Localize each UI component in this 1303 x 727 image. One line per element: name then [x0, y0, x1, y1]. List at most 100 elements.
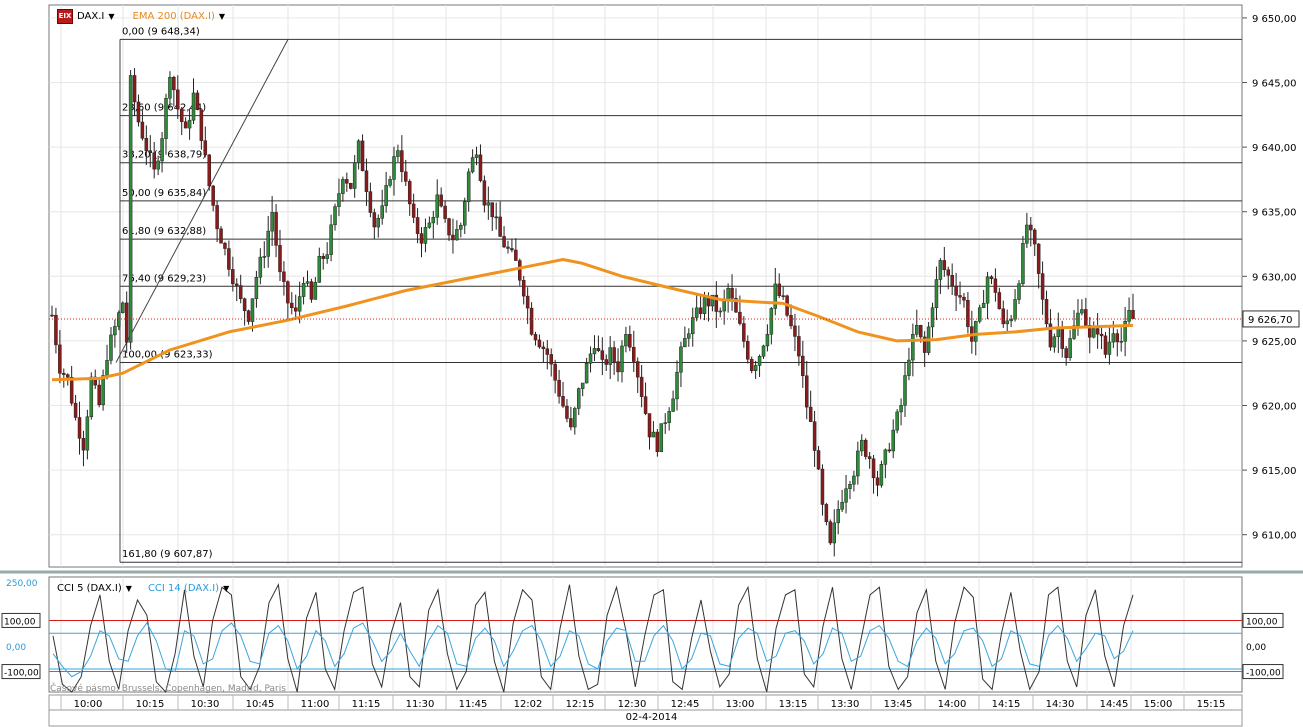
- candle-down: [561, 396, 565, 407]
- cci14-dropdown-icon[interactable]: ▼: [223, 584, 230, 593]
- candle-up: [675, 371, 679, 400]
- x-tick-label: 15:00: [1144, 699, 1173, 710]
- candle-down: [529, 307, 534, 335]
- cci-right-tick-label: 0,00: [1246, 643, 1266, 653]
- candle-up: [679, 346, 683, 373]
- x-tick-label: 15:15: [1197, 699, 1226, 710]
- candle-up: [376, 218, 381, 228]
- candle-down: [871, 458, 876, 479]
- candle-down: [136, 101, 141, 123]
- candle-down: [863, 439, 868, 457]
- candle-up: [608, 347, 612, 365]
- cci5-dropdown-icon[interactable]: ▼: [125, 584, 132, 593]
- candle-up: [592, 348, 597, 355]
- candle-up: [101, 375, 105, 406]
- candle-up: [191, 92, 196, 121]
- candle-down: [808, 406, 813, 422]
- candle-down: [1001, 308, 1006, 325]
- candle-down: [132, 75, 137, 103]
- candle-down: [73, 402, 78, 418]
- candle-up: [667, 411, 671, 423]
- last-price-label: 9 626,70: [1248, 315, 1293, 326]
- x-tick-label: 12:02: [514, 699, 543, 710]
- candle-up: [659, 423, 664, 452]
- candle-up: [1127, 310, 1131, 322]
- candle-down: [215, 205, 219, 230]
- candle-down: [887, 449, 892, 452]
- candle-down: [922, 336, 927, 353]
- candle-up: [431, 217, 436, 224]
- candle-down: [439, 194, 443, 207]
- cci-right-tick-box: [1242, 612, 1284, 628]
- y-tick-label: 9 620,00: [1252, 402, 1297, 413]
- candle-up: [624, 334, 628, 347]
- x-tick-label: 14:15: [992, 699, 1021, 710]
- candle-down: [50, 314, 54, 317]
- candle-down: [290, 302, 294, 309]
- candle-up: [109, 334, 113, 361]
- candle-down: [557, 379, 561, 397]
- candle-up: [392, 156, 396, 180]
- instrument-selector[interactable]: DAX.I: [77, 11, 105, 22]
- candle-up: [1107, 341, 1112, 355]
- candle-up: [341, 179, 345, 194]
- candle-down: [997, 292, 1002, 310]
- candle-down: [152, 152, 156, 170]
- candle-down: [793, 325, 797, 337]
- y-tick-label: 9 625,00: [1252, 337, 1297, 348]
- candle-down: [195, 92, 200, 110]
- candle-up: [168, 76, 172, 99]
- candle-up: [486, 202, 491, 206]
- x-tick-label: 11:00: [301, 699, 330, 710]
- candle-down: [227, 248, 231, 270]
- candle-down: [1103, 335, 1108, 355]
- last-price-box: [1242, 310, 1300, 328]
- candle-down: [415, 217, 420, 234]
- candle-down: [62, 373, 66, 375]
- candle-down: [372, 212, 377, 228]
- candle-up: [423, 227, 428, 244]
- instrument-dropdown-icon[interactable]: ▼: [108, 12, 115, 21]
- y-tick-label: 9 640,00: [1252, 143, 1297, 154]
- candle-up: [765, 334, 770, 347]
- candle-down: [801, 355, 805, 377]
- candle-up: [435, 194, 439, 218]
- candle-down: [993, 278, 998, 293]
- candle-up: [1123, 320, 1127, 342]
- candle-up: [1021, 243, 1025, 284]
- x-tick-label: 12:30: [618, 699, 647, 710]
- candle-up: [1119, 341, 1123, 343]
- candle-down: [545, 348, 550, 355]
- candle-down: [746, 341, 750, 360]
- candle-up: [427, 222, 432, 228]
- ema-indicator-label[interactable]: EMA 200 (DAX.I): [132, 11, 215, 22]
- candle-up: [702, 297, 707, 314]
- candle-up: [860, 439, 864, 452]
- candle-up: [856, 450, 860, 477]
- candle-down: [989, 276, 994, 280]
- candle-down: [812, 421, 817, 451]
- candle-down: [1064, 348, 1068, 358]
- candle-up: [879, 464, 884, 486]
- fib-trend-line[interactable]: [115, 39, 289, 363]
- candle-up: [584, 363, 589, 384]
- ema-dropdown-icon[interactable]: ▼: [218, 12, 226, 21]
- candle-down: [1060, 327, 1064, 349]
- candle-down: [140, 121, 145, 139]
- candle-down: [804, 375, 809, 408]
- candle-down: [199, 109, 204, 141]
- y-tick-label: 9 615,00: [1252, 466, 1297, 477]
- timezone-label: Časové pásmo: Brussels, Copenhagen, Madr…: [50, 684, 286, 694]
- candle-down: [502, 236, 506, 248]
- candle-down: [77, 417, 82, 439]
- candle-down: [1044, 299, 1049, 325]
- candle-down: [490, 202, 495, 218]
- candle-down: [321, 256, 325, 259]
- cci5-label[interactable]: CCI 5 (DAX.I): [57, 583, 122, 594]
- cci14-label[interactable]: CCI 14 (DAX.I): [147, 583, 220, 594]
- candle-down: [282, 271, 286, 282]
- candle-up: [573, 408, 577, 428]
- cci-left-tick-label: 100,00: [4, 617, 36, 627]
- candle-up: [576, 388, 581, 409]
- candle-down: [482, 180, 487, 206]
